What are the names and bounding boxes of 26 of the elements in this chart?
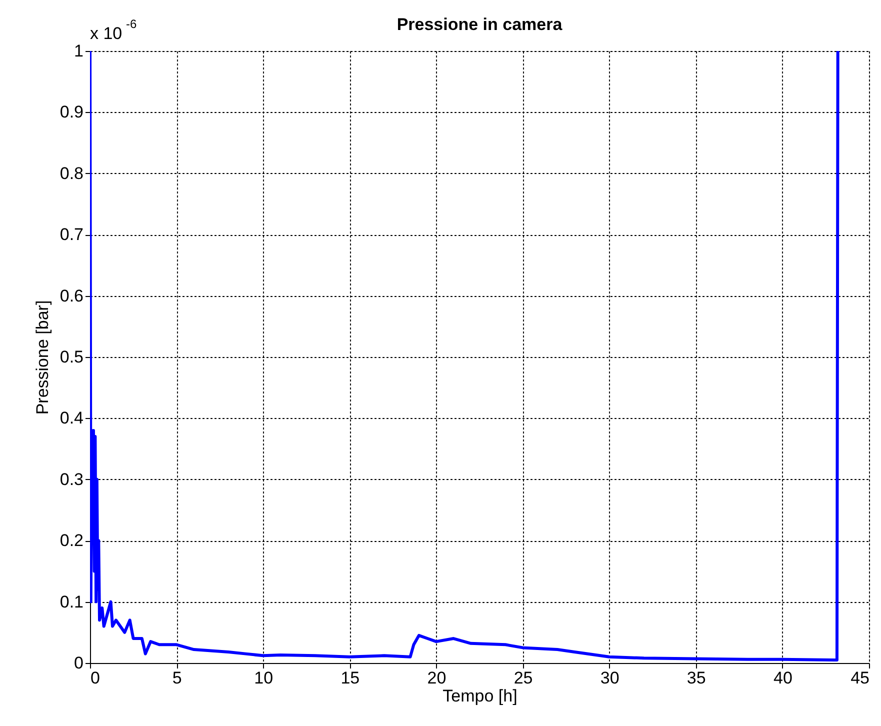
y-tick-label: 1 [74, 42, 84, 60]
y-axis-title: Pressione [bar] [32, 300, 52, 415]
y-tick-label: 0.7 [60, 225, 84, 244]
x-tick-label: 10 [254, 668, 274, 688]
y-tick-label: 0.3 [60, 470, 84, 489]
x-tick-label: 15 [340, 668, 360, 688]
x-tick-label: 25 [514, 668, 533, 688]
y-tick-label: 0.6 [60, 286, 84, 306]
x-tick-label: 30 [600, 668, 620, 688]
text: x 10-6 [90, 17, 137, 43]
x-tick-label: 40 [773, 668, 792, 688]
x-tick-label: 35 [686, 668, 706, 688]
y-tick-label: 0.4 [60, 408, 84, 428]
y-tick-label: 0.8 [60, 164, 84, 183]
x-tick-label: 0 [90, 668, 100, 688]
y-tick-label: 0 [74, 654, 84, 672]
x-tick-label: 45 [850, 668, 870, 688]
x-axis-title: Tempo [h] [442, 686, 518, 706]
x-tick-label: 5 [172, 668, 182, 688]
y-tick-label: 0.1 [60, 592, 84, 612]
y-tick-label: 0.9 [60, 102, 84, 122]
y-tick-label: 0.2 [60, 531, 84, 550]
x-tick-label: 20 [427, 668, 446, 688]
line-series [90, 51, 840, 662]
y-tick-label: 0.5 [60, 348, 84, 366]
chart-title: Pressione in camera [396, 15, 563, 34]
